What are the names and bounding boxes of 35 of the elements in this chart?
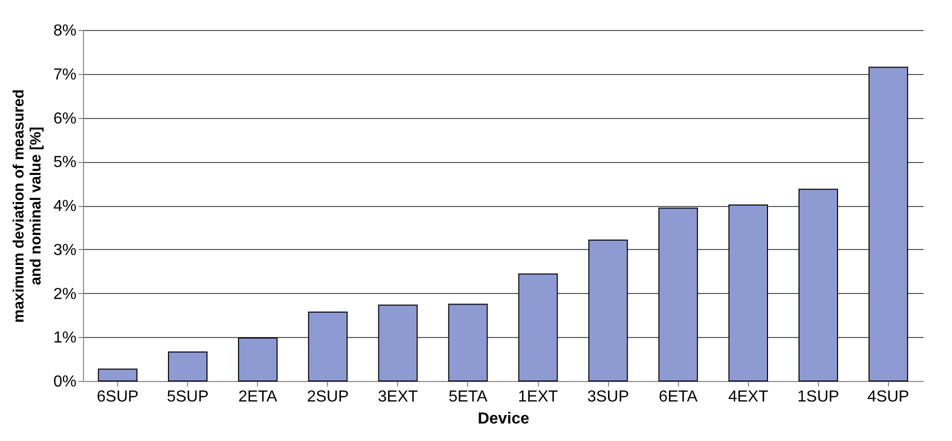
x-tick-label: 3EXT (378, 388, 418, 406)
x-tick-label: 1SUP (797, 388, 840, 406)
x-tick-label: 3SUP (587, 388, 629, 406)
y-tick-label: 3% (53, 242, 76, 259)
y-tick-label: 4% (53, 198, 76, 215)
bar (728, 204, 768, 382)
y-tick-label: 5% (53, 154, 76, 172)
x-tick-label: 1EXT (518, 388, 558, 406)
y-tick-label: 0% (53, 374, 76, 390)
x-tick-label: 5ETA (448, 388, 488, 406)
bar (588, 240, 628, 382)
y-tick-label: 8% (53, 22, 76, 40)
y-axis-title: maximum deviation of measured and nominal value [%] (10, 89, 44, 323)
y-tick-label: 1% (53, 330, 76, 347)
y-tick-label: 2% (53, 286, 76, 303)
x-tick-label: 4EXT (728, 388, 768, 406)
x-tick-label: 6SUP (96, 388, 139, 406)
y-tick-label: 6% (53, 110, 76, 128)
bar (308, 312, 348, 382)
x-axis-title: Device (478, 410, 530, 428)
x-tick-label: 2ETA (238, 388, 278, 406)
bar (658, 208, 698, 382)
bar (98, 368, 138, 382)
x-tick-label: 4SUP (867, 388, 910, 406)
y-tick-label: 7% (53, 66, 76, 84)
bar (798, 188, 838, 382)
bar (168, 352, 208, 382)
bar (238, 338, 278, 382)
bar (378, 304, 418, 382)
bar (518, 273, 558, 382)
x-tick-label: 6ETA (658, 388, 698, 406)
x-tick-label: 5SUP (166, 388, 209, 406)
bar (448, 304, 488, 382)
x-tick-label: 2SUP (306, 388, 349, 406)
bar (868, 66, 908, 382)
